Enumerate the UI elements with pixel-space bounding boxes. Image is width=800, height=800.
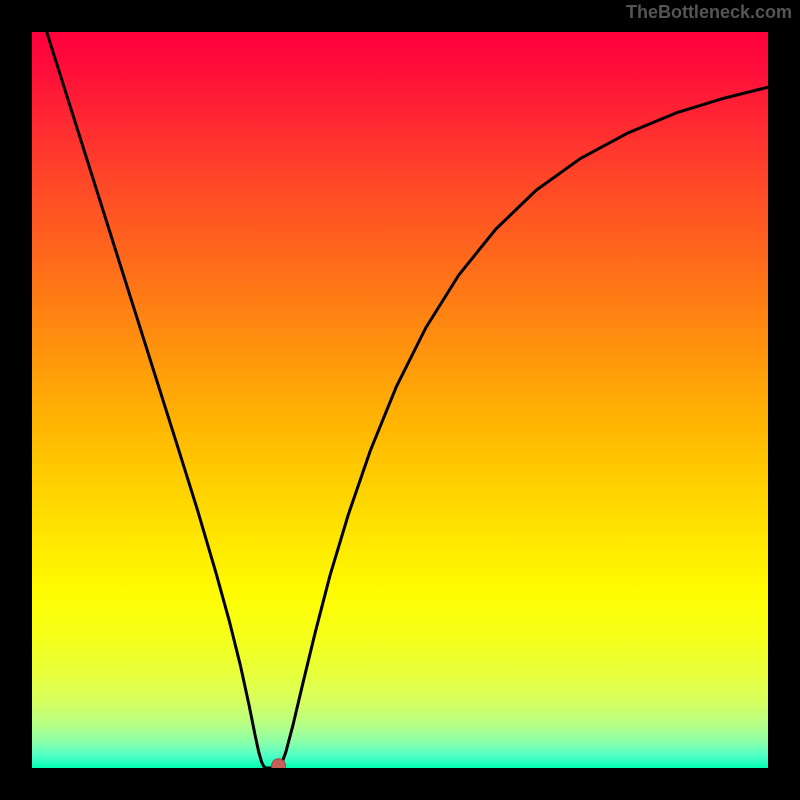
gradient-background xyxy=(32,32,768,768)
chart-container: TheBottleneck.com xyxy=(0,0,800,800)
chart-svg xyxy=(32,32,768,768)
optimal-point-marker xyxy=(272,759,286,768)
watermark-text: TheBottleneck.com xyxy=(626,2,792,23)
plot-area xyxy=(32,32,768,768)
